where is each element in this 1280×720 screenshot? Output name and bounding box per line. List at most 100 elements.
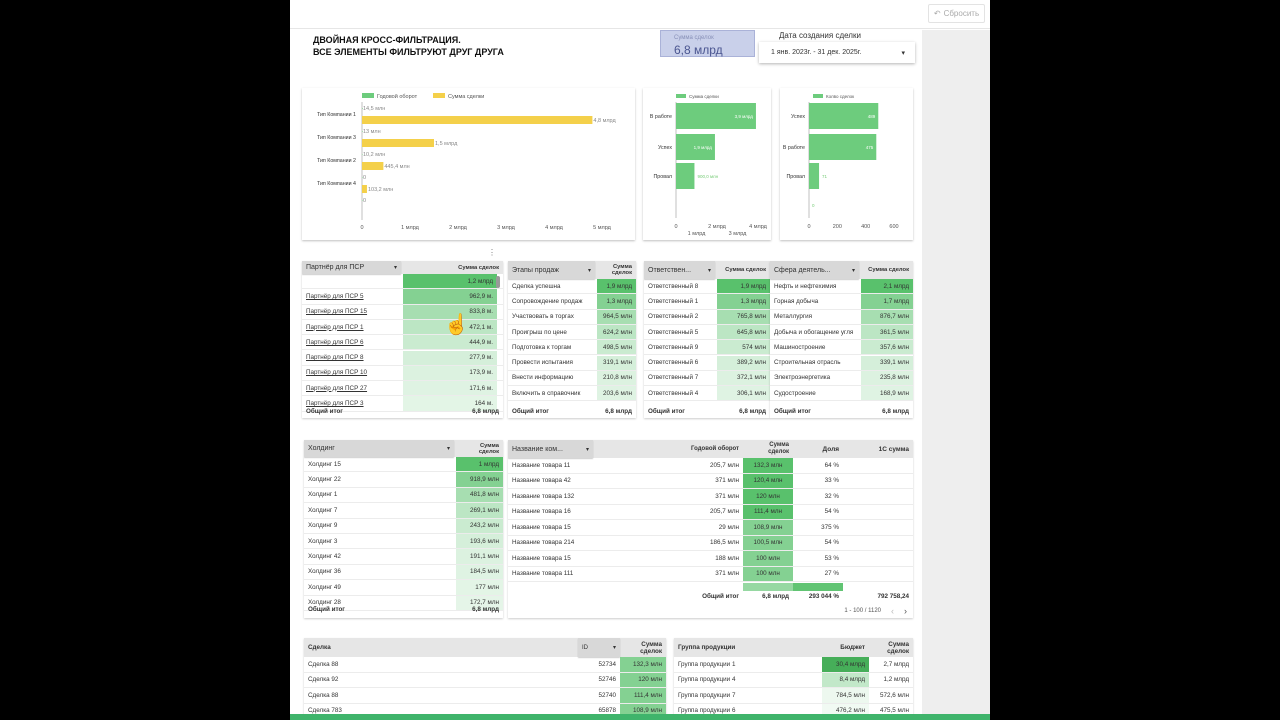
table-row[interactable]: Сделка 92 52746 120 млн — [304, 672, 666, 688]
row-link[interactable]: Партнёр для ПСР 15 — [306, 308, 368, 316]
table-row[interactable]: Партнёр для ПСР 15 833,8 м. — [302, 304, 503, 320]
table-row[interactable]: Название товара 132 371 млн 120 млн 32 % — [508, 489, 913, 505]
table-row[interactable]: Ответственный 5 645,8 млн — [644, 324, 770, 341]
column-header[interactable]: Бюджет — [822, 638, 869, 657]
bar-deal-sum[interactable] — [362, 162, 384, 170]
company-type-bar-chart[interactable]: Годовой оборот Сумма сделки Тип Компании 1… — [302, 88, 635, 240]
table-row[interactable]: Название товара 15 188 млн 100 млн 53 % — [508, 551, 913, 567]
column-header[interactable]: Сумма сделок — [869, 638, 913, 657]
sort-header[interactable]: Сумма сделок — [717, 261, 770, 279]
table-row[interactable]: Холдинг 28 172,7 млн — [304, 595, 503, 611]
table-row[interactable]: Нефть и нефтехимия 2,1 млрд — [770, 279, 913, 295]
sort-header[interactable]: Сумма сделок — [597, 261, 636, 279]
table-row[interactable]: Ответственный 7 372,1 млн — [644, 370, 770, 387]
bar[interactable] — [809, 163, 820, 189]
bar-deal-sum[interactable] — [362, 185, 367, 193]
table-row[interactable]: Название товара 16 205,7 млн 111,4 млн 54 % — [508, 504, 913, 520]
table-row[interactable]: Холдинг 7 269,1 млн — [304, 503, 503, 519]
table-row[interactable]: Ответственный 1 1,3 млрд — [644, 294, 770, 310]
table-row[interactable]: Горная добыча 1,7 млрд — [770, 294, 913, 310]
table-row[interactable]: Ответственный 6 389,2 млн — [644, 355, 770, 371]
kpi-scorecard[interactable]: Сумма сделок 6,8 млрд — [660, 30, 755, 57]
dimension-dropdown[interactable]: Название ком... ▾ — [508, 440, 593, 458]
bar[interactable] — [676, 163, 695, 189]
sort-header[interactable]: Сумма сделок — [456, 440, 503, 457]
table-row[interactable]: Партнёр для ПСР 1 472,1 м. — [302, 319, 503, 336]
table-row[interactable]: Группа продукции 4 8,4 млрд 1,2 млрд — [674, 672, 913, 688]
table-row[interactable]: Ответственный 4 306,1 млн — [644, 386, 770, 402]
table-row[interactable]: Партнёр для ПСР 8 277,9 м. — [302, 350, 503, 366]
dimension-dropdown[interactable]: Холдинг ▾ — [304, 440, 454, 457]
table-row[interactable]: Холдинг 49 177 млн — [304, 580, 503, 596]
table-row[interactable]: Провести испытания 319,1 млн — [508, 355, 636, 371]
table-row[interactable]: Сделка 88 52734 132,3 млн — [304, 657, 666, 673]
table-row[interactable]: Строительная отрасль 339,1 млн — [770, 355, 913, 371]
column-header[interactable]: Годовой оборот — [678, 440, 743, 458]
table-row[interactable]: Холдинг 36 184,5 млн — [304, 564, 503, 581]
table-row[interactable]: Сделка успешна 1,9 млрд — [508, 279, 636, 295]
table-row[interactable]: Сделка 88 52740 111,4 млн — [304, 688, 666, 704]
table-row[interactable]: Партнёр для ПСР 6 444,9 м. — [302, 335, 503, 351]
more-options-icon[interactable]: ⋮ — [488, 248, 496, 257]
table-row[interactable]: Название товара 111 371 млн 100 млн 27 % — [508, 566, 913, 582]
table-row[interactable]: Судостроение 168,9 млн — [770, 386, 913, 402]
bar-annual-turnover[interactable] — [362, 200, 363, 201]
table-row[interactable]: 1,2 млрд — [302, 274, 503, 290]
table-row[interactable]: Группа продукции 7 784,5 млн 572,6 млн — [674, 688, 913, 704]
table-row[interactable]: Металлургия 876,7 млн — [770, 309, 913, 325]
deal-sum-status-bar-chart[interactable]: Сумма сделки В работе 3,9 млрд Успех 1,9 млр… — [643, 88, 771, 240]
table-row[interactable]: Партнёр для ПСР 27 171,6 м. — [302, 381, 503, 397]
table-row[interactable]: Участвовать в торгах 964,5 млн — [508, 309, 636, 325]
bar[interactable] — [676, 103, 756, 129]
table-row[interactable]: Партнёр для ПСР 5 962,9 м. — [302, 289, 503, 305]
table-row[interactable]: Добыча и обогащение угля 361,5 млн — [770, 324, 913, 341]
column-header[interactable]: Сумма сделок — [743, 440, 793, 458]
sort-header[interactable]: Сумма сделок — [403, 261, 503, 274]
dimension-dropdown[interactable]: Партнёр для ПСР ▾ — [302, 261, 401, 274]
table-row[interactable]: Название товара 15 29 млн 108,9 млн 375 % — [508, 520, 913, 536]
id-dropdown[interactable]: ID ▾ — [578, 638, 620, 657]
column-header[interactable]: Доля — [793, 440, 843, 458]
table-row[interactable]: Холдинг 15 1 млрд — [304, 457, 503, 473]
dimension-dropdown[interactable]: Сфера деятель... ▾ — [770, 261, 859, 279]
table-row[interactable]: Партнёр для ПСР 10 173,9 м. — [302, 365, 503, 382]
bar[interactable] — [809, 103, 879, 129]
table-row[interactable]: Название товара 42 371 млн 120,4 млн 33 % — [508, 473, 913, 489]
dimension-dropdown[interactable]: Этапы продаж ▾ — [508, 261, 595, 279]
row-link[interactable]: Партнёр для ПСР 5 — [306, 292, 364, 300]
bar-annual-turnover[interactable] — [362, 154, 363, 155]
table-row[interactable]: Холдинг 3 193,6 млн — [304, 534, 503, 550]
table-row[interactable]: Сопровождение продаж 1,3 млрд — [508, 294, 636, 310]
table-row[interactable]: Группа продукции 1 30,4 млрд 2,7 млрд — [674, 657, 913, 673]
table-row[interactable]: Проигрыш по цене 624,2 млн — [508, 324, 636, 341]
table-row[interactable]: Ответственный 2 765,8 млн — [644, 309, 770, 325]
bar-deal-sum[interactable] — [362, 139, 434, 147]
bar[interactable] — [809, 134, 877, 160]
table-row[interactable]: Включить в справочник 203,6 млн — [508, 386, 636, 402]
table-row[interactable]: Внести информацию 210,8 млн — [508, 370, 636, 387]
table-row[interactable]: Партнёр для ПСР 3 164 м. — [302, 396, 503, 412]
table-row[interactable]: Машиностроение 357,6 млн — [770, 340, 913, 356]
table-row[interactable]: Название товара 11 205,7 млн 132,3 млн 64 % — [508, 458, 913, 474]
date-range-picker[interactable]: 1 янв. 2023г. - 31 дек. 2025г. ▾ — [759, 42, 915, 63]
row-link[interactable]: Партнёр для ПСР 3 — [306, 400, 364, 408]
row-link[interactable]: Партнёр для ПСР 6 — [306, 338, 364, 346]
table-row[interactable]: Подготовка к торгам 498,5 млн — [508, 340, 636, 356]
sort-header[interactable]: Сумма сделок — [861, 261, 913, 279]
reset-button[interactable]: ↶ Сбросить — [928, 4, 985, 23]
table-row[interactable]: Электроэнергетика 235,8 млн — [770, 370, 913, 387]
bar-deal-sum[interactable] — [362, 116, 593, 124]
scrollbar-thumb[interactable] — [496, 276, 500, 288]
table-row[interactable]: Холдинг 9 243,2 млн — [304, 518, 503, 534]
bar-annual-turnover[interactable] — [362, 131, 363, 132]
dimension-dropdown[interactable]: Ответствен... ▾ — [644, 261, 715, 279]
row-link[interactable]: Партнёр для ПСР 10 — [306, 369, 368, 377]
table-row[interactable]: Холдинг 42 191,1 млн — [304, 549, 503, 565]
bar-annual-turnover[interactable] — [362, 108, 363, 109]
sort-header[interactable]: Сумма сделок — [620, 638, 666, 657]
column-header[interactable]: 1С сумма — [843, 440, 913, 458]
bar-annual-turnover[interactable] — [362, 177, 363, 178]
row-link[interactable]: Партнёр для ПСР 8 — [306, 354, 364, 362]
deal-count-status-bar-chart[interactable]: Колво сделок Успех 489 В работе 475 Провал 71 0… — [780, 88, 913, 240]
row-link[interactable]: Партнёр для ПСР 1 — [306, 323, 364, 331]
